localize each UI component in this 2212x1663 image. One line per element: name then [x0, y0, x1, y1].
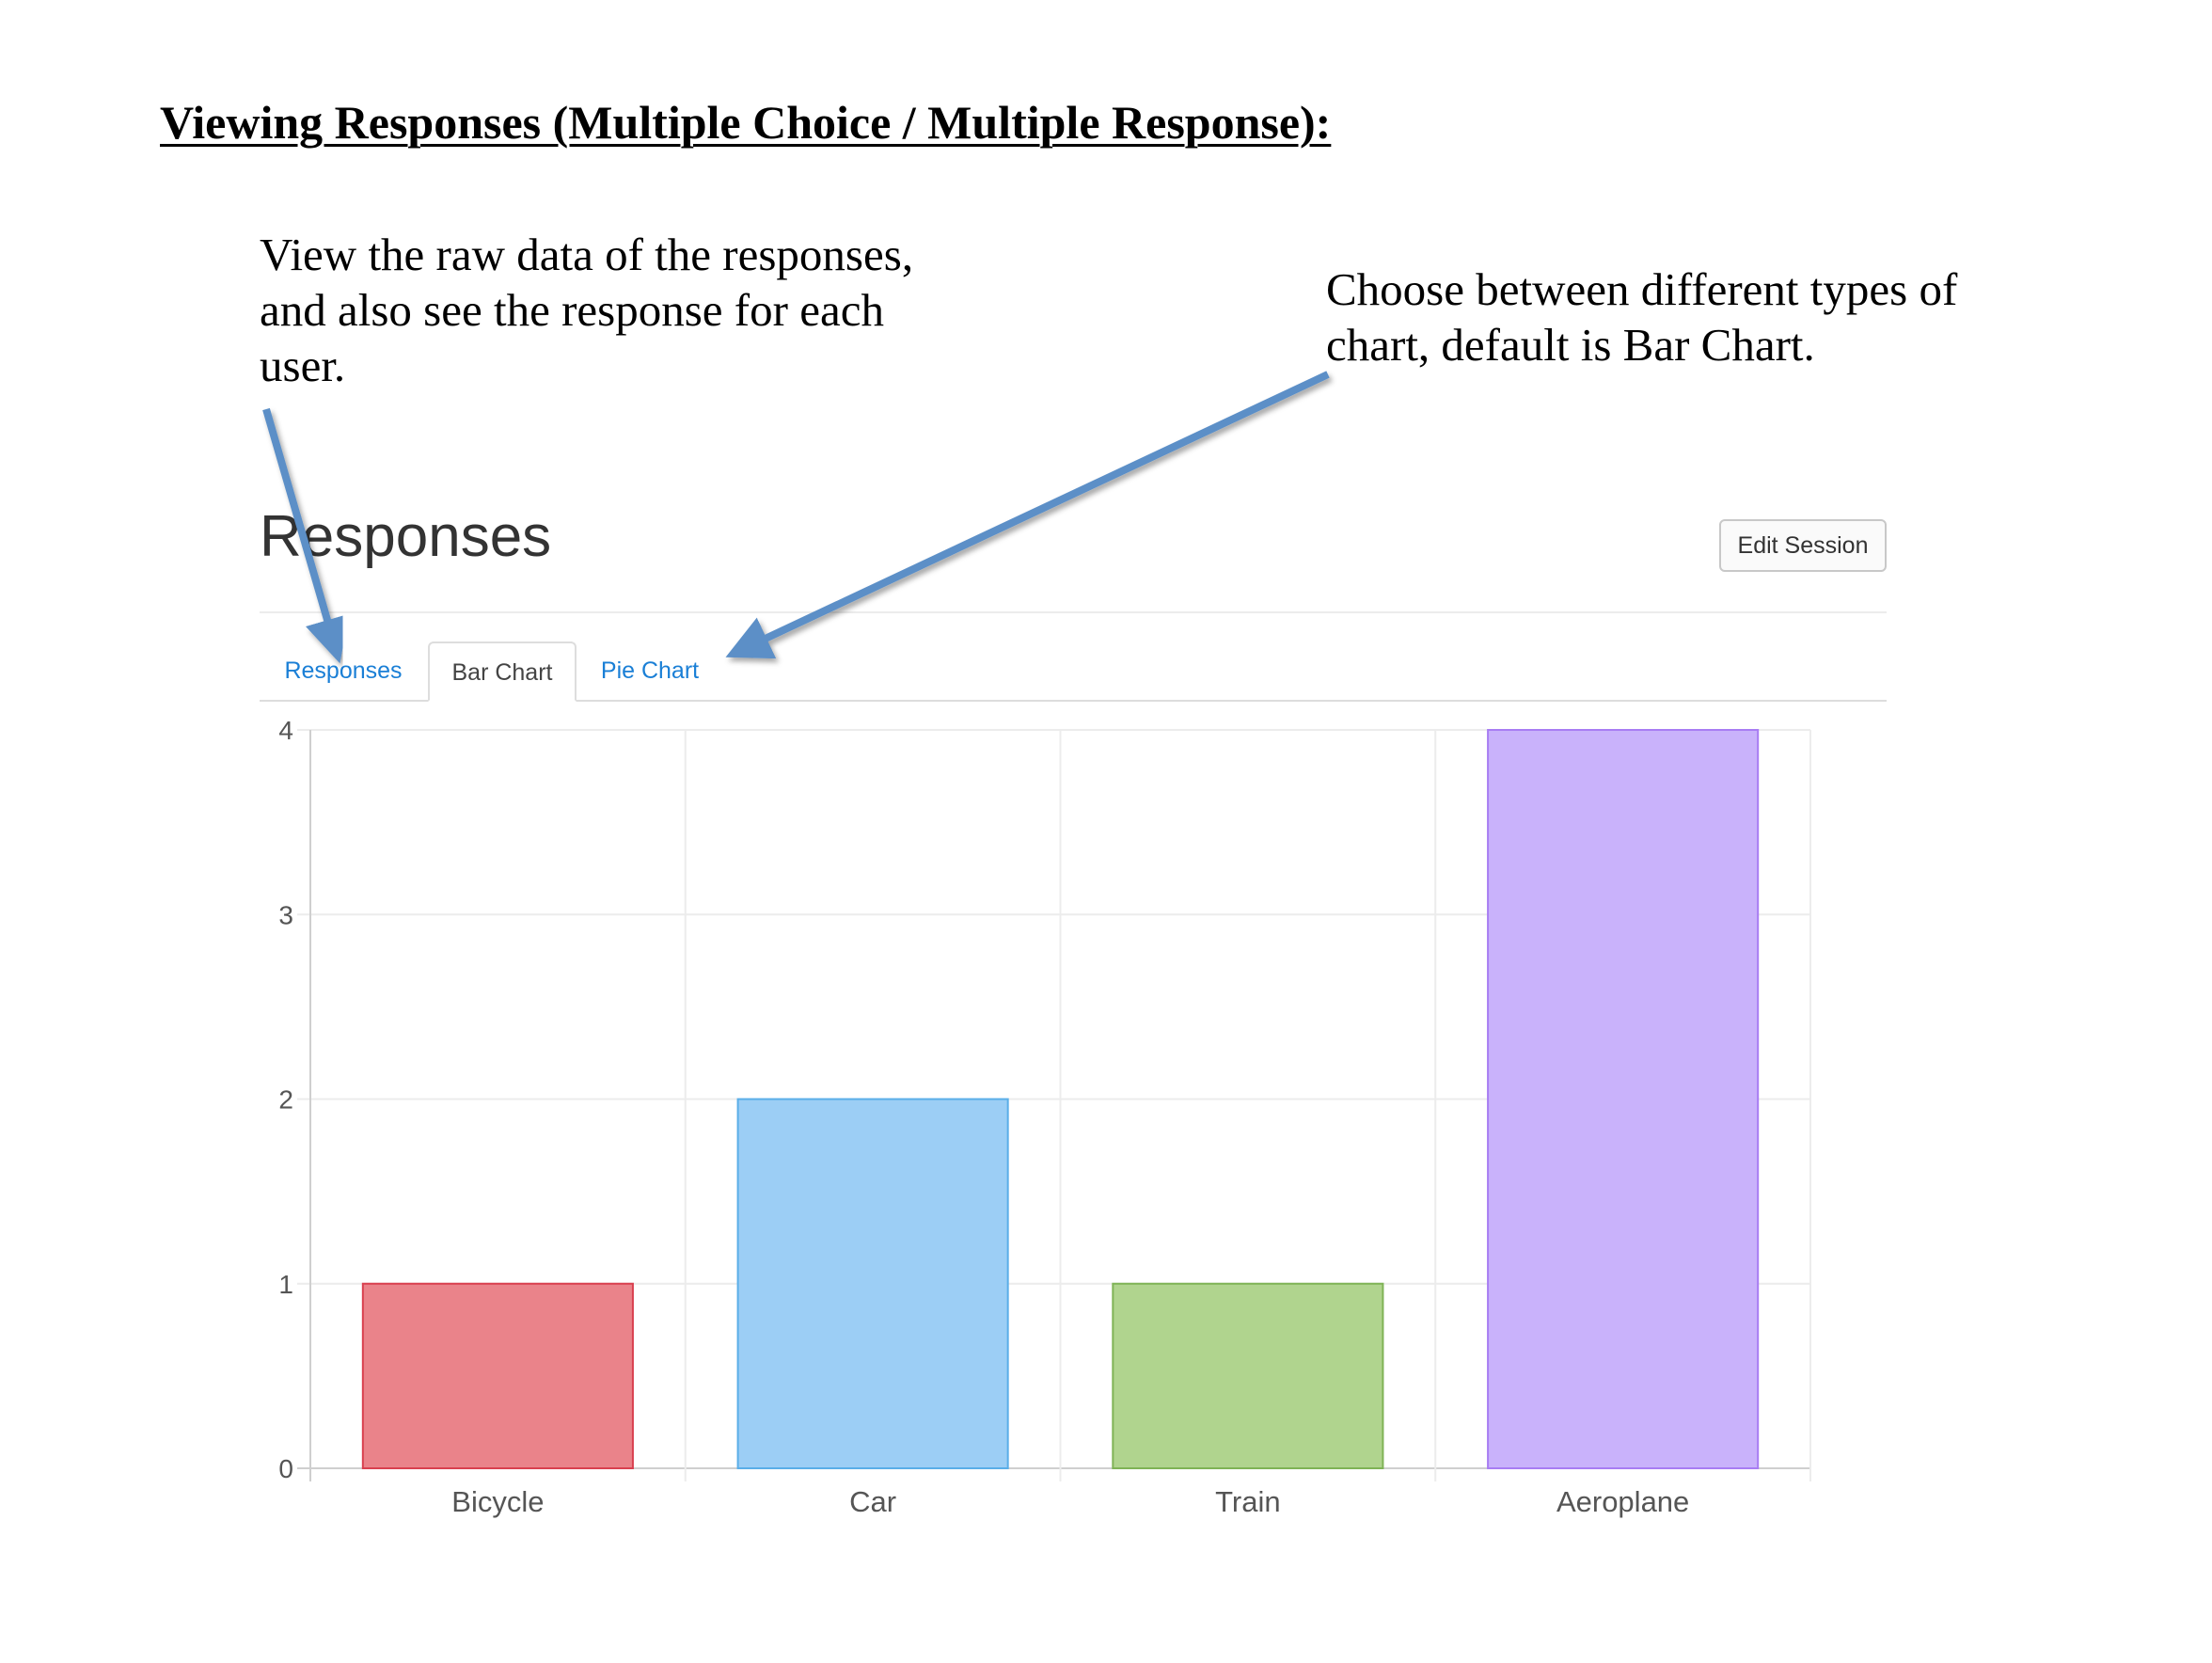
bar-bicycle — [361, 1282, 634, 1469]
y-tick-label: 3 — [278, 900, 293, 929]
x-tick-label: Train — [1215, 1485, 1280, 1518]
bar-car — [736, 1098, 1009, 1469]
y-tick-label: 0 — [278, 1454, 293, 1483]
tab-bar-chart[interactable]: Bar Chart — [428, 641, 577, 702]
annotation-line: View the raw data of the responses, — [260, 229, 914, 280]
x-tick-label: Aeroplane — [1556, 1485, 1689, 1518]
document-heading: Viewing Responses (Multiple Choice / Mul… — [160, 96, 1332, 149]
annotation-responses-tab: View the raw data of the responses, and … — [260, 227, 913, 393]
annotation-line: user. — [260, 340, 346, 391]
bar-aeroplane — [1487, 729, 1760, 1469]
y-tick-label: 1 — [278, 1270, 293, 1299]
x-tick-label: Car — [849, 1485, 896, 1518]
x-tick-label: Bicycle — [451, 1485, 544, 1518]
annotation-line: and also see the response for each — [260, 284, 884, 336]
bar-train — [1112, 1282, 1384, 1469]
annotation-chart-types: Choose between different types of chart,… — [1326, 261, 1957, 372]
y-tick-label: 2 — [278, 1085, 293, 1115]
y-tick-label: 4 — [278, 716, 293, 745]
edit-session-button[interactable]: Edit Session — [1719, 519, 1887, 572]
annotation-line: Choose between different types of — [1326, 263, 1958, 315]
annotation-line: chart, default is Bar Chart. — [1326, 319, 1815, 371]
tab-pie-chart[interactable]: Pie Chart — [600, 657, 700, 684]
